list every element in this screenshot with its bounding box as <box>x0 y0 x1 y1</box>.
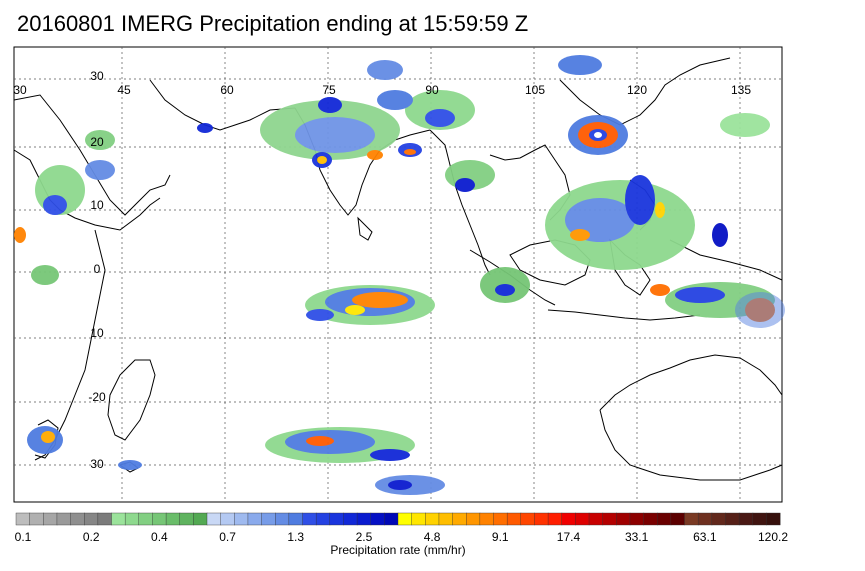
colorbar-tick-label: 120.2 <box>757 530 789 544</box>
colorbar-tick-label: 1.3 <box>287 530 305 544</box>
colorbar-swatch <box>343 512 358 526</box>
colorbar-swatch <box>247 512 263 526</box>
colorbar-swatch <box>356 512 372 526</box>
colorbar-swatch <box>466 512 481 526</box>
colorbar-tick-label: 17.4 <box>556 530 581 544</box>
colorbar-swatch <box>288 512 303 526</box>
colorbar-swatch <box>575 512 590 526</box>
map-title: 20160801 IMERG Precipitation ending at 1… <box>17 11 529 36</box>
colorbar-tick-label: 0.7 <box>219 530 236 544</box>
colorbar-swatch <box>29 512 44 526</box>
lon-label-75: 75 <box>322 83 336 97</box>
lon-label-60: 60 <box>220 83 234 97</box>
lon-label-90: 90 <box>425 83 439 97</box>
colorbar-swatch <box>275 512 290 526</box>
colorbar-swatch <box>602 512 617 526</box>
colorbar-swatch <box>425 512 440 526</box>
colorbar-swatch <box>152 512 167 526</box>
lon-label-120: 120 <box>627 83 647 97</box>
colorbar <box>15 512 781 526</box>
colorbar-swatch <box>479 512 494 526</box>
colorbar-swatch <box>493 512 508 526</box>
colorbar-tick-label: 9.1 <box>491 530 509 544</box>
colorbar-swatch <box>397 512 413 526</box>
colorbar-swatch <box>752 512 767 526</box>
colorbar-swatch <box>711 512 726 526</box>
colorbar-swatch <box>438 512 454 526</box>
colorbar-swatch <box>370 512 385 526</box>
colorbar-swatch <box>684 512 699 526</box>
colorbar-swatch <box>534 512 549 526</box>
coastlines <box>13 57 783 481</box>
colorbar-title: Precipitation rate (mm/hr) <box>330 543 466 557</box>
lon-label-45: 45 <box>117 83 131 97</box>
colorbar-swatch <box>506 512 522 526</box>
lon-label-135: 135 <box>731 83 751 97</box>
colorbar-tick-label: 2.5 <box>355 530 373 544</box>
colorbar-swatch <box>643 512 658 526</box>
precipitation-field <box>14 55 785 495</box>
colorbar-swatch <box>97 512 113 526</box>
colorbar-swatch <box>384 512 399 526</box>
colorbar-swatch <box>411 512 426 526</box>
colorbar-swatch <box>520 512 535 526</box>
colorbar-swatch <box>302 512 317 526</box>
lat-labels: 30 20 10 0 10 -20 30 <box>88 69 106 471</box>
lon-label-30: 30 <box>13 83 27 97</box>
colorbar-swatch <box>206 512 222 526</box>
lat-label-20s: -20 <box>88 390 106 404</box>
colorbar-swatch <box>84 512 99 526</box>
colorbar-swatch <box>165 512 181 526</box>
colorbar-swatch <box>561 512 576 526</box>
colorbar-swatch <box>193 512 208 526</box>
colorbar-swatch <box>329 512 344 526</box>
lat-label-10n: 10 <box>90 198 104 212</box>
colorbar-swatch <box>657 512 672 526</box>
colorbar-swatch <box>56 512 72 526</box>
colorbar-swatch <box>670 512 685 526</box>
map-frame <box>13 46 783 503</box>
colorbar-tick-label: 63.1 <box>693 530 717 544</box>
colorbar-swatch <box>697 512 713 526</box>
colorbar-swatch <box>179 512 194 526</box>
colorbar-swatch <box>43 512 58 526</box>
colorbar-swatch <box>616 512 631 526</box>
colorbar-swatch <box>547 512 563 526</box>
colorbar-swatch <box>766 512 781 526</box>
colorbar-swatch <box>15 512 31 526</box>
lat-label-0: 0 <box>94 262 101 276</box>
colorbar-swatch <box>452 512 467 526</box>
lat-label-30s: 30 <box>90 457 104 471</box>
lon-label-105: 105 <box>525 83 545 97</box>
colorbar-tick-label: 0.2 <box>82 530 100 544</box>
colorbar-swatch <box>738 512 754 526</box>
lat-label-10s: 10 <box>90 326 104 340</box>
colorbar-swatch <box>124 512 140 526</box>
colorbar-swatch <box>261 512 276 526</box>
colorbar-swatch <box>629 512 645 526</box>
colorbar-tick-label: 4.8 <box>423 530 441 544</box>
colorbar-swatch <box>70 512 85 526</box>
colorbar-tick-label: 0.1 <box>14 530 32 544</box>
colorbar-swatch <box>220 512 235 526</box>
colorbar-tick-label: 33.1 <box>624 530 649 544</box>
colorbar-swatch <box>588 512 604 526</box>
colorbar-swatch <box>234 512 249 526</box>
lon-labels: 30 45 60 75 90 105 120 135 <box>13 83 751 97</box>
lat-label-30n: 30 <box>90 69 104 83</box>
lat-label-20n: 20 <box>90 135 104 149</box>
colorbar-swatch <box>315 512 331 526</box>
colorbar-swatch <box>138 512 153 526</box>
colorbar-swatch <box>725 512 740 526</box>
colorbar-tick-label: 0.4 <box>151 530 168 544</box>
colorbar-swatch <box>111 512 126 526</box>
